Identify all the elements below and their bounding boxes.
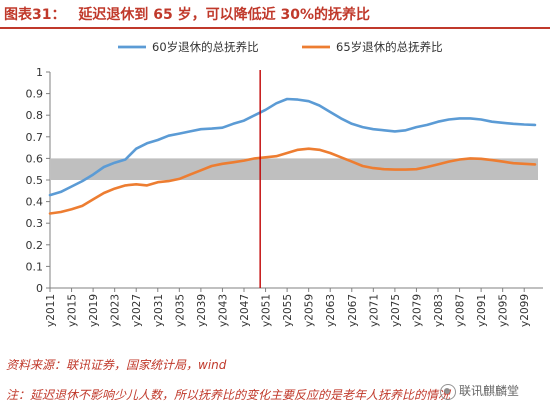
y-tick-label: 0.2: [26, 239, 44, 252]
title-divider: [0, 27, 550, 29]
x-tick-label: y2031: [153, 294, 165, 327]
figure-title-text: 延迟退休到 65 岁，可以降低近 30%的抚养比: [78, 7, 370, 23]
label-layer: 0 0.1 0.2 0.3 0.4 0.5 0.6 0.7 0.8 0.9 1 y2011 y2015 y…: [26, 66, 532, 327]
y-tick-label: 0.1: [26, 260, 44, 273]
y-tick-label: 0.7: [26, 131, 44, 144]
x-tick-label: y2063: [325, 294, 337, 327]
x-tick-label: y2023: [110, 294, 122, 327]
x-tick-label: y2055: [282, 294, 294, 327]
x-tick-label: y2091: [476, 294, 488, 327]
y-tick-label: 0.8: [26, 109, 44, 122]
watermark: 联讯麒麟堂: [440, 382, 519, 400]
figure-label: 图表31：: [4, 7, 66, 23]
x-tick-label: y2059: [304, 294, 316, 327]
highlight-band: [51, 158, 538, 180]
x-tick-label: y2095: [498, 294, 510, 327]
watermark-text: 联讯麒麟堂: [459, 384, 520, 398]
x-tick-label: y2027: [131, 294, 143, 327]
x-tick-label: y2075: [390, 294, 402, 327]
x-tick-label: y2079: [411, 294, 423, 327]
x-tick-label: y2087: [455, 294, 467, 327]
watermark-icon: [440, 383, 456, 400]
y-tick-label: 0.3: [26, 217, 44, 230]
x-tick-label: y2099: [519, 294, 531, 327]
y-tick-label: 1: [36, 66, 43, 79]
y-tick-label: 0.6: [26, 152, 44, 165]
series-line-60: [48, 97, 537, 197]
footnote: 注：延迟退休不影响少儿人数，所以抚养比的变化主要反应的是老年人抚养比的情况: [6, 388, 451, 402]
figure-title: 图表31： 延迟退休到 65 岁，可以降低近 30%的抚养比: [4, 4, 370, 24]
x-tick-label: y2051: [261, 294, 273, 327]
x-tick-label: y2043: [217, 294, 229, 327]
x-tick-label: y2071: [368, 294, 380, 327]
x-tick-label: y2011: [45, 294, 57, 327]
series-line-65: [48, 147, 537, 215]
x-tick-label: y2047: [239, 294, 251, 327]
band-layer: [51, 158, 538, 180]
x-tick-label: y2015: [67, 294, 79, 327]
x-tick-label: y2039: [196, 294, 208, 327]
y-tick-label: 0.4: [26, 196, 44, 209]
x-tick-label: y2019: [88, 294, 100, 327]
y-tick-label: 0: [36, 282, 43, 295]
legend-item-65-label: 65岁退休的总抚养比: [336, 40, 443, 54]
dependency-ratio-chart: 0 0.1 0.2 0.3 0.4 0.5 0.6 0.7 0.8 0.9 1 y2011 y2015 y…: [26, 40, 543, 327]
series-layer: [48, 97, 537, 215]
x-tick-label: y2035: [174, 294, 186, 327]
legend: 60岁退休的总抚养比 65岁退休的总抚养比: [118, 40, 443, 54]
axes-layer: [46, 71, 543, 292]
y-tick-label: 0.5: [26, 174, 44, 187]
y-tick-label: 0.9: [26, 88, 44, 101]
legend-item-60-label: 60岁退休的总抚养比: [152, 40, 259, 54]
x-tick-label: y2083: [433, 294, 445, 327]
figure-title-bar: 图表31： 延迟退休到 65 岁，可以降低近 30%的抚养比: [0, 0, 550, 26]
x-tick-label: y2067: [347, 294, 359, 327]
source-note: 资料来源：联讯证券，国家统计局，wind: [6, 358, 227, 372]
